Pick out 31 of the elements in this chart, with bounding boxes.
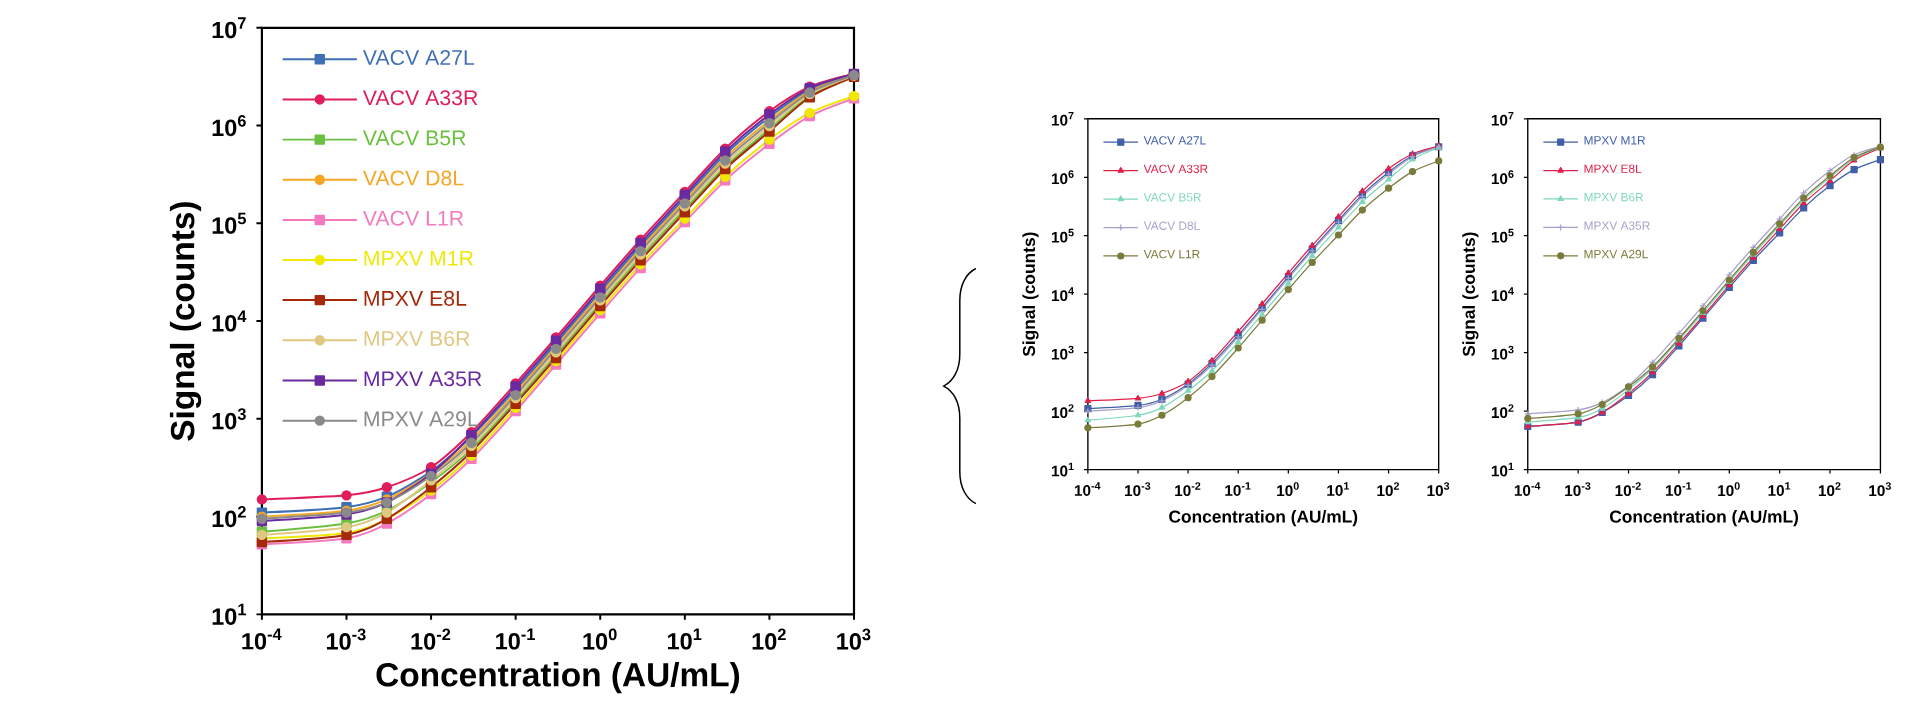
legend-label: MPXV E8L: [364, 290, 467, 306]
x-tick-label: 10$^{2}$: [752, 628, 786, 650]
y-tick-label: 10$^{1}$: [212, 603, 246, 625]
x-tick-label: 10$^{3}$: [837, 628, 871, 650]
y-axis-title: Signal (counts): [169, 201, 202, 441]
x-axis-title: Concentration (AU/mL): [1169, 509, 1358, 527]
legend-label: VACV B5R: [362, 130, 466, 146]
legend-label: MPXV M1R: [364, 250, 473, 266]
x-tick-label: 10$^{-2}$: [411, 628, 451, 650]
legend-label: MPXV A29L: [364, 411, 479, 427]
legend-label: MPXV A35R: [364, 371, 482, 387]
y-tick-label: 10$^{6}$: [212, 114, 246, 137]
y-axis-title: Signal (counts): [1022, 232, 1039, 357]
y-tick-label: 10$^{5}$: [212, 212, 246, 234]
legend-label: VACV A27L: [362, 49, 475, 65]
x-tick-label: 10$^{-3}$: [326, 628, 366, 650]
y-tick-label: 10$^{3}$: [212, 408, 246, 430]
legend-label: MPXV B6R: [364, 330, 470, 346]
x-axis-title: Concentration (AU/mL): [1610, 509, 1798, 527]
y-tick-label: 10$^{2}$: [212, 505, 246, 528]
x-tick-label: 10$^{0}$: [583, 628, 617, 650]
y-tick-label: 10$^{4}$: [212, 310, 247, 332]
legend-label: VACV D8L: [362, 170, 464, 186]
x-tick-label: 10$^{-1}$: [496, 628, 535, 650]
x-tick-label: 10$^{1}$: [668, 628, 702, 650]
x-tick-label: 10$^{-4}$: [242, 628, 282, 650]
x-axis-title: Concentration (AU/mL): [376, 661, 740, 694]
y-tick-label: 10$^{7}$: [212, 17, 246, 39]
legend-label: VACV L1R: [362, 210, 464, 226]
y-axis-title: Signal (counts): [1462, 232, 1479, 357]
legend-label: VACV A33R: [362, 90, 478, 106]
